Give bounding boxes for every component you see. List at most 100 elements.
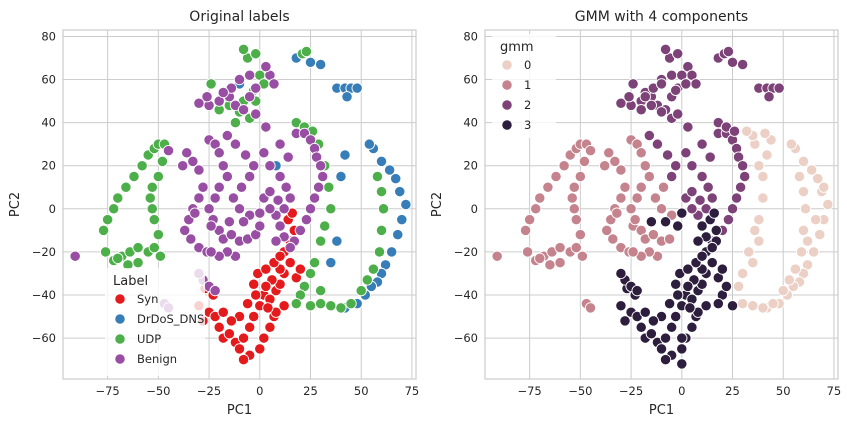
x-tick-label: 50 (776, 384, 791, 398)
data-point (645, 99, 658, 112)
data-point (209, 192, 221, 204)
data-point (108, 203, 120, 215)
y-tick-label: −20 (32, 245, 56, 259)
data-point (223, 216, 236, 228)
data-point (112, 252, 124, 265)
data-point (144, 192, 156, 204)
data-point (611, 207, 623, 219)
data-point (682, 280, 694, 293)
data-point (661, 149, 674, 161)
data-point (294, 224, 307, 237)
data-point (304, 300, 317, 312)
data-point (812, 172, 824, 185)
data-point (783, 274, 795, 286)
data-point (635, 147, 647, 159)
data-point (566, 192, 578, 204)
data-point (761, 149, 773, 161)
data-point (189, 207, 201, 219)
data-point (690, 78, 702, 90)
data-point (706, 192, 718, 204)
data-point (243, 321, 256, 333)
data-point (736, 58, 749, 71)
data-point (274, 170, 286, 183)
data-point (818, 181, 830, 193)
data-point (69, 250, 81, 262)
data-point (229, 138, 242, 150)
data-point (312, 181, 325, 193)
data-point (801, 235, 814, 247)
data-point (810, 213, 822, 226)
data-point (627, 78, 639, 90)
data-point (314, 235, 327, 247)
data-point (262, 302, 274, 314)
data-point (300, 45, 313, 58)
data-point (720, 280, 733, 293)
y-tick-label: −20 (454, 245, 478, 259)
data-point (264, 321, 276, 333)
data-point (805, 164, 818, 176)
data-point (99, 246, 112, 258)
data-point (304, 203, 317, 215)
data-point (250, 48, 262, 60)
legend-entry: 3 (524, 118, 531, 132)
data-point (574, 170, 587, 183)
data-point (274, 220, 286, 232)
data-point (335, 170, 347, 183)
data-point (152, 170, 165, 183)
data-point (785, 138, 797, 150)
data-point (615, 267, 627, 280)
data-point (146, 181, 158, 193)
data-point (706, 257, 718, 269)
data-point (615, 192, 627, 204)
data-point (726, 203, 739, 215)
data-point (120, 181, 132, 193)
data-point (325, 203, 337, 215)
data-point (550, 170, 562, 183)
data-point (396, 213, 408, 226)
data-point (355, 285, 367, 297)
data-point (757, 170, 769, 183)
data-point (601, 224, 613, 237)
data-point (325, 257, 337, 269)
data-point (282, 151, 294, 163)
data-point (383, 164, 396, 176)
data-point (544, 259, 556, 271)
data-point (203, 203, 215, 215)
data-point (101, 213, 114, 226)
data-point (704, 151, 716, 163)
legend-marker (114, 333, 126, 345)
data-point (676, 343, 688, 355)
data-point (237, 216, 250, 228)
x-tick-label: −50 (568, 384, 592, 398)
x-tick-label: 0 (678, 384, 685, 398)
y-tick-label: 20 (41, 159, 56, 173)
data-point (708, 207, 720, 219)
data-point (615, 300, 627, 312)
data-point (519, 224, 532, 237)
data-point (239, 149, 252, 161)
data-point (233, 343, 246, 355)
data-point (682, 121, 694, 133)
data-point (193, 192, 205, 204)
data-point (351, 82, 363, 94)
data-point (314, 58, 327, 71)
data-point (229, 116, 242, 129)
data-point (692, 235, 704, 247)
data-point (223, 328, 236, 340)
data-point (250, 108, 262, 120)
data-point (696, 250, 708, 262)
data-point (672, 108, 684, 120)
x-tick-label: −25 (619, 384, 643, 398)
x-tick-label: −50 (146, 384, 170, 398)
data-point (205, 78, 217, 90)
legend-box (105, 268, 205, 376)
y-axis-label: PC2 (8, 192, 23, 217)
data-point (753, 160, 765, 172)
data-point (584, 144, 597, 157)
data-point (672, 289, 684, 301)
data-point (248, 278, 260, 290)
data-point (647, 315, 660, 327)
data-point (773, 82, 785, 94)
chart-title: Original labels (189, 9, 289, 25)
